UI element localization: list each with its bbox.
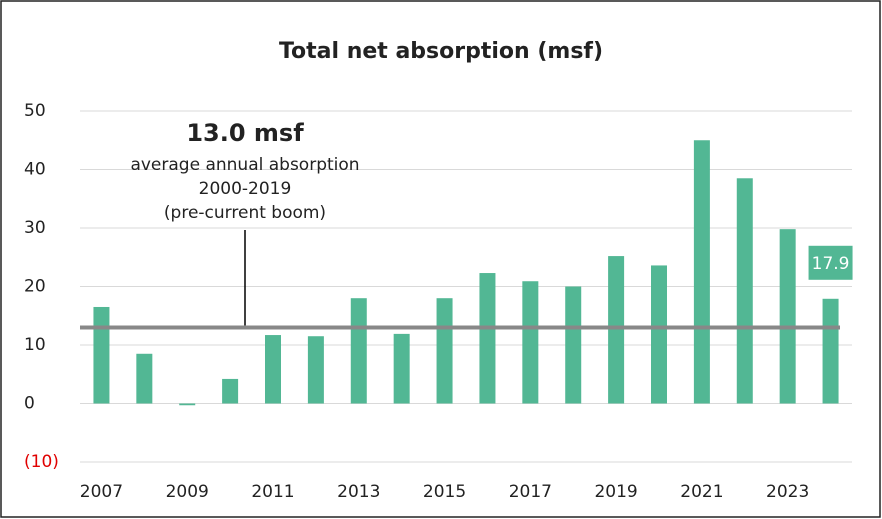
bar — [393, 333, 410, 404]
bar — [608, 256, 625, 404]
bar — [779, 229, 796, 404]
bar — [350, 298, 367, 404]
x-tick-label: 2017 — [509, 482, 552, 502]
bar — [179, 403, 196, 406]
x-tick-label: 2007 — [80, 482, 123, 502]
y-tick-label: (10) — [24, 452, 59, 472]
x-tick-label: 2019 — [594, 482, 637, 502]
y-tick-label: 30 — [24, 218, 46, 238]
chart-title: Total net absorption (msf) — [279, 39, 603, 64]
bar — [93, 306, 110, 404]
x-tick-label: 2013 — [337, 482, 380, 502]
bar — [736, 178, 753, 404]
y-tick-label: 10 — [24, 335, 46, 355]
average-label: 13.0 msf — [186, 119, 304, 147]
x-tick-label: 2011 — [251, 482, 294, 502]
value-label-box — [808, 245, 853, 280]
y-tick-label: 50 — [24, 101, 46, 121]
bar — [307, 336, 324, 404]
x-tick-label: 2023 — [766, 482, 809, 502]
bar — [479, 273, 496, 404]
bar — [693, 140, 710, 404]
bar — [265, 335, 281, 404]
average-note: average annual absorption — [130, 155, 359, 175]
bar — [651, 265, 667, 404]
y-tick-label: 0 — [24, 394, 35, 414]
bar — [436, 298, 453, 404]
average-note: (pre-current boom) — [164, 203, 326, 223]
bar — [222, 378, 239, 404]
bar — [522, 281, 539, 404]
x-tick-label: 2021 — [680, 482, 723, 502]
y-tick-label: 20 — [24, 277, 46, 297]
bar — [136, 353, 153, 404]
average-note: 2000-2019 — [199, 179, 292, 199]
bar — [565, 286, 582, 404]
bar — [822, 298, 839, 404]
y-tick-label: 40 — [24, 160, 46, 180]
x-tick-label: 2009 — [166, 482, 209, 502]
x-tick-label: 2015 — [423, 482, 466, 502]
value-label: 17.9 — [812, 254, 850, 274]
